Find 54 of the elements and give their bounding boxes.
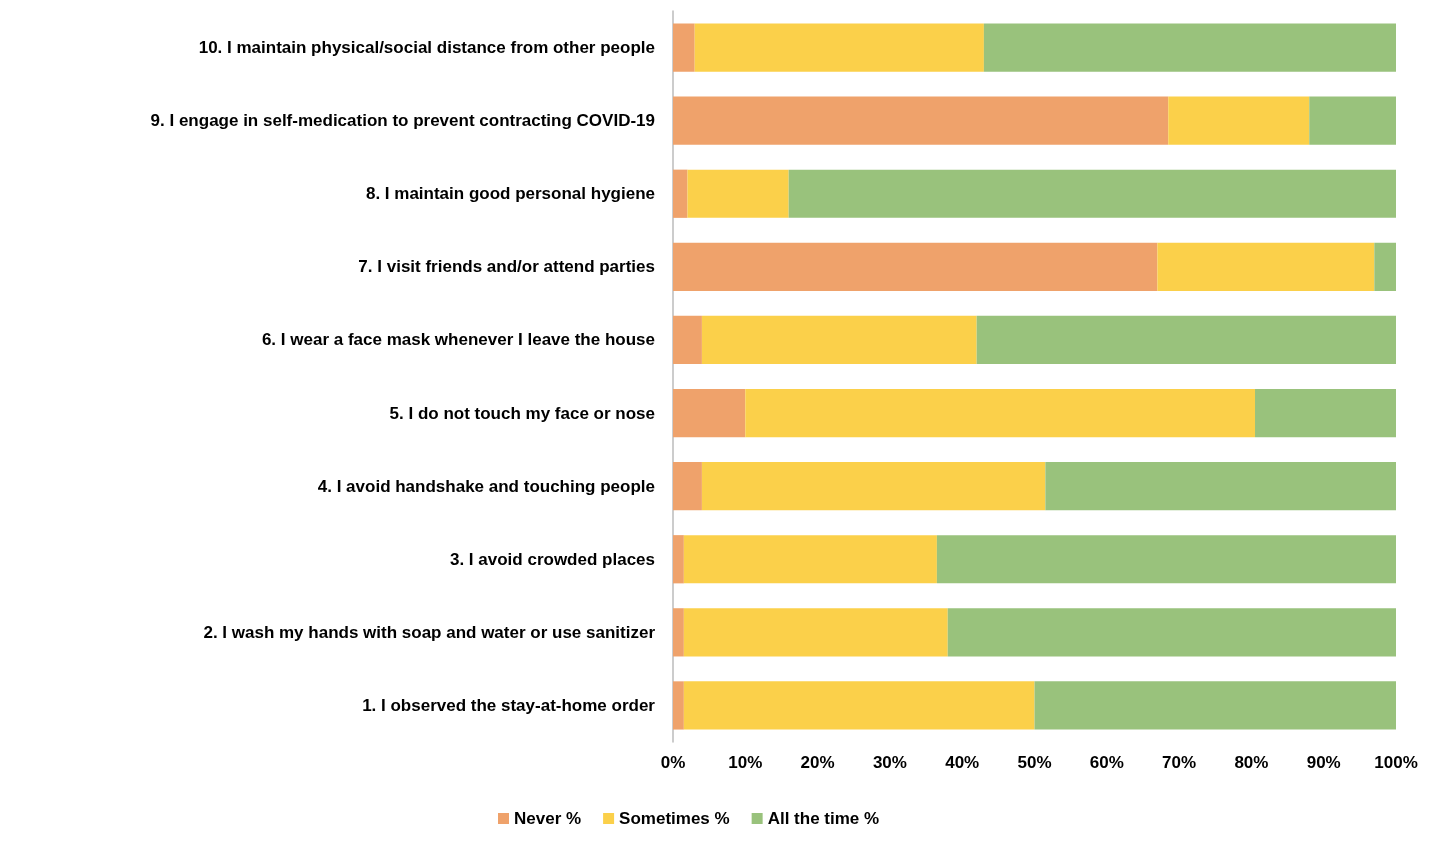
x-tick-label: 70% (1162, 753, 1197, 772)
bar (673, 242, 1158, 291)
bar (673, 681, 684, 730)
x-tick-label: 10% (728, 753, 763, 772)
y-tick-label: 6. I wear a face mask whenever I leave the house (261, 330, 655, 350)
legend-label: Sometimes % (619, 809, 730, 828)
x-tick-label: 60% (1089, 753, 1124, 772)
bar (1255, 388, 1396, 438)
bar (1034, 681, 1396, 730)
x-tick-label: 20% (800, 753, 835, 772)
x-tick-label: 80% (1234, 753, 1269, 772)
y-tick-label: 8. I maintain good personal hygiene (365, 184, 655, 204)
bar (745, 388, 1256, 438)
bar (976, 315, 1396, 365)
bar (683, 608, 948, 657)
y-tick-label: 5. I do not touch my face or nose (389, 403, 655, 423)
x-tick-label: 40% (945, 753, 980, 772)
bar (1157, 242, 1375, 291)
x-tick-label: 90% (1306, 753, 1341, 772)
x-tick-label: 50% (1017, 753, 1052, 772)
bar (1374, 242, 1396, 291)
x-tick-label: 100% (1374, 753, 1418, 772)
y-tick-label: 1. I observed the stay-at-home order (362, 695, 656, 715)
bar (694, 23, 984, 72)
bar (673, 462, 702, 511)
y-tick-label: 3. I avoid crowded places (449, 549, 655, 569)
legend-label: All the time % (767, 809, 880, 828)
bar (673, 388, 746, 438)
bar (673, 535, 684, 584)
y-tick-label: 10. I maintain physical/social distance from other people (198, 38, 655, 58)
bar (701, 315, 977, 365)
x-tick-label: 30% (872, 753, 907, 772)
y-tick-label: 4. I avoid handshake and touching people (317, 476, 655, 496)
bar (673, 169, 688, 218)
bar (983, 23, 1396, 72)
bar (936, 535, 1396, 584)
y-tick-label: 2. I wash my hands with soap and water or use sanitizer (203, 622, 656, 642)
bar (947, 608, 1396, 657)
x-tick-label: 0% (660, 753, 686, 772)
legend-label: Never % (514, 809, 582, 828)
bar (673, 96, 1169, 145)
y-tick-label: 9. I engage in self-medication to prevent contracting COVID-19 (150, 111, 655, 131)
bar (673, 315, 702, 365)
bar (687, 169, 789, 218)
bar (673, 23, 695, 72)
bar (683, 535, 937, 584)
bar (1168, 96, 1310, 145)
bar (788, 169, 1396, 218)
bar (673, 608, 684, 657)
bar (683, 681, 1035, 730)
bar (1309, 96, 1396, 145)
bar (1045, 462, 1396, 511)
y-tick-label: 7. I visit friends and/or attend parties (358, 257, 655, 277)
bar (701, 462, 1046, 511)
